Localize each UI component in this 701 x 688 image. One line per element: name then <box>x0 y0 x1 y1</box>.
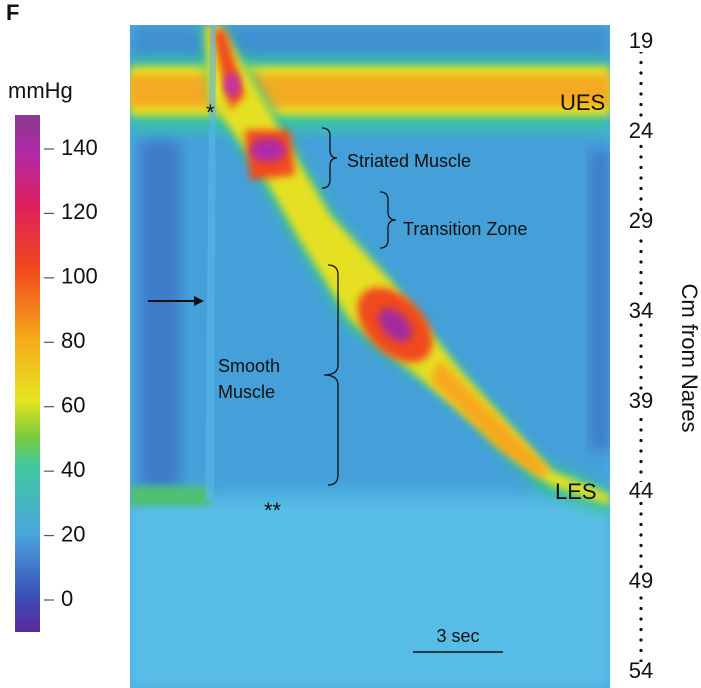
depth-tick-label: 24 <box>629 118 653 143</box>
star: * <box>206 100 215 125</box>
depth-dot <box>639 71 643 75</box>
heatmap <box>130 25 610 688</box>
colorbar-tick-label: 80 <box>61 328 85 353</box>
panel-label: F <box>6 0 19 25</box>
depth-dot <box>639 333 643 338</box>
depth-dot <box>639 470 643 474</box>
ues-label: UES <box>560 90 605 115</box>
depth-tick <box>628 212 654 232</box>
depth-dot <box>639 449 643 453</box>
depth-dot <box>639 344 643 348</box>
depth-dot <box>639 186 643 191</box>
depth-tick-label: 39 <box>629 388 653 413</box>
depth-tick <box>628 482 654 502</box>
depth-dot <box>639 606 643 611</box>
colorbar-ticks: 0 20 40 60 80 100 120 140 <box>44 135 98 611</box>
annotation: Muscle <box>218 382 275 402</box>
depth-dot <box>639 144 643 149</box>
les-label: LES <box>555 479 597 504</box>
depth-axis: 19 24 29 34 39 44 49 54 <box>628 28 654 683</box>
depth-dot <box>639 533 643 537</box>
annotation: Smooth <box>218 356 280 376</box>
depth-dot <box>639 323 643 327</box>
depth-dot <box>639 197 643 201</box>
colorbar <box>15 115 40 632</box>
depth-dot <box>639 617 643 621</box>
depth-dot <box>639 207 643 212</box>
depth-dot <box>639 459 643 464</box>
depth-dot <box>639 176 643 180</box>
depth-dot <box>639 438 643 443</box>
depth-dot <box>639 564 643 569</box>
depth-dot <box>639 501 643 506</box>
braces <box>321 127 397 486</box>
depth-tick <box>628 392 654 412</box>
depth-tick-label: 34 <box>629 298 653 323</box>
depth-tick <box>628 32 654 52</box>
depth-dot <box>639 60 643 65</box>
annotation: Transition Zone <box>403 219 527 239</box>
depth-dot <box>639 113 643 117</box>
colorbar-tick-label: 60 <box>61 393 85 418</box>
colorbar-unit: mmHg <box>8 78 73 103</box>
colorbar-tick-label: 100 <box>61 264 98 289</box>
depth-dot <box>639 81 643 86</box>
depth-tick-label: 49 <box>629 568 653 593</box>
depth-dot <box>639 554 643 558</box>
depth-dot <box>639 92 643 96</box>
colorbar-tick-label: 140 <box>61 135 98 160</box>
double-star: ** <box>264 498 282 523</box>
depth-tick-label: 44 <box>629 478 653 503</box>
depth-tick <box>628 122 654 142</box>
depth-dot <box>639 386 643 390</box>
colorbar-tick-label: 20 <box>61 521 85 546</box>
depth-dot <box>639 417 643 422</box>
depth-dot <box>639 648 643 653</box>
depth-dot <box>639 428 643 432</box>
colorbar-tick-label: 0 <box>61 586 73 611</box>
depth-dot <box>639 165 643 170</box>
depth-tick-label: 54 <box>629 658 653 683</box>
depth-dot <box>639 291 643 296</box>
depth-axis-label: Cm from Nares <box>677 283 701 432</box>
depth-dot <box>639 281 643 285</box>
depth-dot <box>639 249 643 254</box>
arrow-head <box>194 296 204 306</box>
depth-dot <box>639 512 643 516</box>
depth-dot <box>639 260 643 264</box>
depth-tick-label: 19 <box>629 28 653 53</box>
depth-tick <box>628 302 654 322</box>
depth-dot <box>639 102 643 107</box>
depth-dot <box>639 522 643 527</box>
scale-label: 3 sec <box>436 626 479 646</box>
depth-dot <box>639 638 643 642</box>
depth-dot <box>639 596 643 600</box>
annotation: Striated Muscle <box>347 151 471 171</box>
depth-dot <box>639 365 643 369</box>
depth-tick-label: 29 <box>629 208 653 233</box>
depth-dot <box>639 659 643 663</box>
colorbar-tick-label: 120 <box>61 199 98 224</box>
depth-dot <box>639 155 643 159</box>
depth-dot <box>639 239 643 243</box>
depth-tick <box>628 572 654 592</box>
depth-dot <box>639 354 643 359</box>
depth-dot <box>639 270 643 275</box>
depth-tick <box>628 662 654 682</box>
depth-dot <box>639 375 643 380</box>
depth-dot <box>639 627 643 632</box>
depth-dot <box>639 543 643 548</box>
colorbar-tick-label: 40 <box>61 457 85 482</box>
